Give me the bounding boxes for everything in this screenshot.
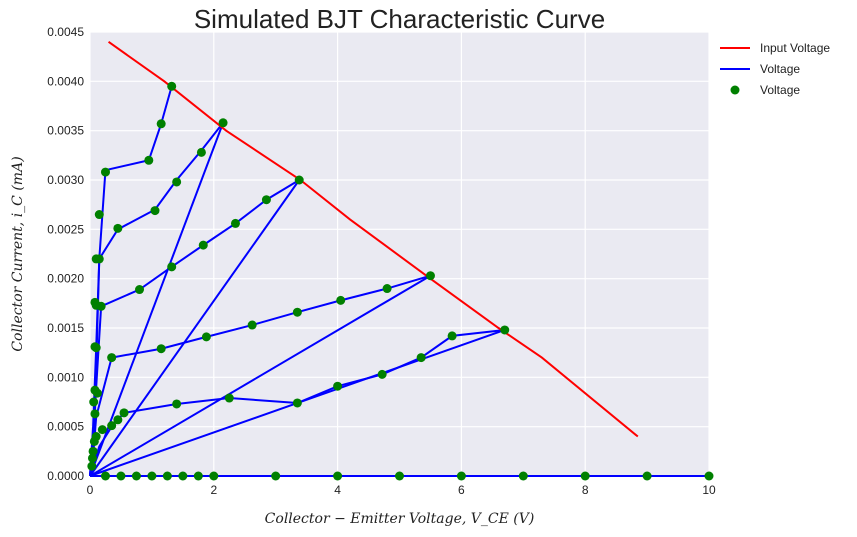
voltage-marker	[162, 471, 172, 481]
voltage-marker	[89, 436, 99, 446]
voltage-marker	[704, 471, 714, 481]
voltage-marker	[201, 332, 211, 342]
voltage-marker	[107, 353, 117, 363]
voltage-marker	[113, 223, 123, 233]
voltage-marker	[178, 471, 188, 481]
y-tick-label: 0.0035	[47, 124, 84, 138]
voltage-marker	[196, 147, 206, 157]
voltage-marker	[425, 271, 435, 281]
y-tick-label: 0.0030	[47, 173, 84, 187]
voltage-line-segment	[89, 274, 431, 477]
voltage-marker	[107, 421, 117, 431]
voltage-marker	[144, 155, 154, 165]
voltage-marker	[96, 301, 106, 311]
y-tick-label: 0.0025	[47, 222, 84, 236]
voltage-marker	[292, 398, 302, 408]
y-tick-label: 0.0010	[47, 370, 84, 384]
voltage-marker	[172, 177, 182, 187]
grid	[89, 31, 710, 477]
x-tick-label: 4	[334, 483, 341, 497]
voltage-marker	[88, 446, 98, 456]
voltage-marker	[167, 81, 177, 91]
voltage-marker	[167, 262, 177, 272]
voltage-marker	[271, 471, 281, 481]
chart-title: Simulated BJT Characteristic Curve	[194, 4, 605, 34]
voltage-marker	[224, 393, 234, 403]
x-axis-label: Collector − Emitter Voltage, V_CE (V)	[265, 511, 535, 527]
voltage-marker	[91, 343, 101, 353]
voltage-marker	[100, 471, 110, 481]
voltage-line-segment	[89, 179, 301, 477]
voltage-marker	[156, 119, 166, 129]
voltage-marker	[518, 471, 528, 481]
input-voltage-line	[107, 41, 639, 438]
y-axis-label: Collector Current, i_C (mA)	[10, 156, 26, 351]
voltage-marker	[333, 381, 343, 391]
tick-labels: 0 2 4 6 8 10 0.0000 0.0005 0.0010 0.0015 0.0020 0.0…	[47, 25, 716, 497]
y-tick-label: 0.0040	[47, 74, 84, 88]
voltage-marker	[113, 415, 123, 425]
x-tick-label: 6	[458, 483, 465, 497]
voltage-marker	[416, 353, 426, 363]
voltage-marker	[218, 118, 228, 128]
voltage-marker	[147, 471, 157, 481]
legend-label-voltage-line: Voltage	[760, 62, 800, 76]
voltage-marker	[377, 369, 387, 379]
voltage-marker	[94, 210, 104, 220]
voltage-marker	[261, 195, 271, 205]
legend-label-input-voltage: Input Voltage	[760, 41, 830, 55]
y-tick-label: 0.0045	[47, 25, 84, 39]
voltage-marker	[292, 307, 302, 317]
y-tick-label: 0.0000	[47, 469, 84, 483]
voltage-marker	[193, 471, 203, 481]
voltage-marker	[294, 175, 304, 185]
voltage-marker	[198, 240, 208, 250]
voltage-marker	[87, 453, 97, 463]
y-tick-label: 0.0015	[47, 321, 84, 335]
voltage-marker	[382, 284, 392, 294]
x-tick-label: 10	[702, 483, 716, 497]
voltage-marker	[447, 331, 457, 341]
legend: Input Voltage Voltage Voltage	[720, 41, 830, 97]
voltage-marker	[580, 471, 590, 481]
x-tick-label: 0	[87, 483, 94, 497]
x-tick-label: 8	[582, 483, 589, 497]
x-tick-label: 2	[210, 483, 217, 497]
voltage-marker	[230, 218, 240, 228]
voltage-marker	[100, 167, 110, 177]
plot-area	[90, 32, 709, 476]
voltage-marker	[209, 471, 219, 481]
voltage-marker	[642, 471, 652, 481]
voltage-marker	[131, 471, 141, 481]
voltage-marker	[97, 425, 107, 435]
voltage-marker	[500, 325, 510, 335]
y-tick-label: 0.0005	[47, 420, 84, 434]
voltage-marker	[395, 471, 404, 481]
voltage-marker	[89, 397, 99, 407]
voltage-marker	[150, 206, 160, 216]
voltage-line-segment	[89, 122, 225, 477]
voltage-marker	[94, 254, 104, 264]
voltage-marker	[90, 409, 100, 419]
voltage-marker	[247, 320, 257, 330]
voltage-marker	[116, 471, 126, 481]
series-markers	[87, 81, 714, 481]
voltage-marker	[87, 461, 97, 471]
voltage-marker	[92, 388, 102, 398]
voltage-marker	[119, 408, 129, 418]
legend-label-voltage-markers: Voltage	[760, 83, 800, 97]
voltage-marker	[333, 471, 343, 481]
voltage-marker	[456, 471, 466, 481]
y-tick-label: 0.0020	[47, 272, 84, 286]
voltage-marker	[156, 344, 166, 354]
legend-swatch-voltage-markers	[730, 85, 740, 95]
voltage-marker	[172, 399, 182, 409]
voltage-marker	[135, 285, 145, 295]
voltage-marker	[336, 295, 346, 305]
